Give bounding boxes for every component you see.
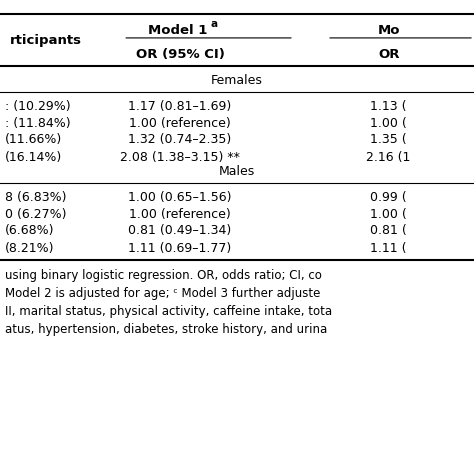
Text: (11.66%): (11.66%)	[5, 133, 62, 146]
Text: 0 (6.27%): 0 (6.27%)	[5, 208, 66, 221]
Text: 1.00 (: 1.00 (	[370, 208, 407, 221]
Text: 1.00 (reference): 1.00 (reference)	[129, 117, 231, 130]
Text: Males: Males	[219, 165, 255, 178]
Text: : (10.29%): : (10.29%)	[5, 100, 70, 113]
Text: Females: Females	[211, 74, 263, 87]
Text: II, marital status, physical activity, caffeine intake, tota: II, marital status, physical activity, c…	[5, 305, 332, 319]
Text: 0.81 (0.49–1.34): 0.81 (0.49–1.34)	[128, 224, 232, 237]
Text: (8.21%): (8.21%)	[5, 242, 54, 255]
Text: 1.00 (0.65–1.56): 1.00 (0.65–1.56)	[128, 191, 232, 204]
Text: 1.00 (: 1.00 (	[370, 117, 407, 130]
Text: 1.00 (reference): 1.00 (reference)	[129, 208, 231, 221]
Text: Model 1: Model 1	[148, 24, 212, 37]
Text: 2.08 (1.38–3.15) **: 2.08 (1.38–3.15) **	[120, 151, 240, 164]
Text: rticipants: rticipants	[9, 34, 82, 47]
Text: (6.68%): (6.68%)	[5, 224, 54, 237]
Text: a: a	[211, 18, 218, 29]
Text: 1.11 (0.69–1.77): 1.11 (0.69–1.77)	[128, 242, 232, 255]
Text: 1.13 (: 1.13 (	[370, 100, 407, 113]
Text: 1.11 (: 1.11 (	[370, 242, 407, 255]
Text: Model 2 is adjusted for age; ᶜ Model 3 further adjuste: Model 2 is adjusted for age; ᶜ Model 3 f…	[5, 287, 320, 301]
Text: 8 (6.83%): 8 (6.83%)	[5, 191, 66, 204]
Text: 2.16 (1: 2.16 (1	[366, 151, 411, 164]
Text: 0.99 (: 0.99 (	[370, 191, 407, 204]
Text: (16.14%): (16.14%)	[5, 151, 62, 164]
Text: Mo: Mo	[377, 24, 400, 37]
Text: 1.35 (: 1.35 (	[370, 133, 407, 146]
Text: 1.32 (0.74–2.35): 1.32 (0.74–2.35)	[128, 133, 232, 146]
Text: using binary logistic regression. OR, odds ratio; CI, co: using binary logistic regression. OR, od…	[5, 269, 322, 283]
Text: OR: OR	[378, 48, 400, 61]
Text: 0.81 (: 0.81 (	[370, 224, 407, 237]
Text: : (11.84%): : (11.84%)	[5, 117, 70, 130]
Text: 1.17 (0.81–1.69): 1.17 (0.81–1.69)	[128, 100, 232, 113]
Text: OR (95% CI): OR (95% CI)	[136, 48, 225, 61]
Text: atus, hypertension, diabetes, stroke history, and urina: atus, hypertension, diabetes, stroke his…	[5, 323, 327, 337]
